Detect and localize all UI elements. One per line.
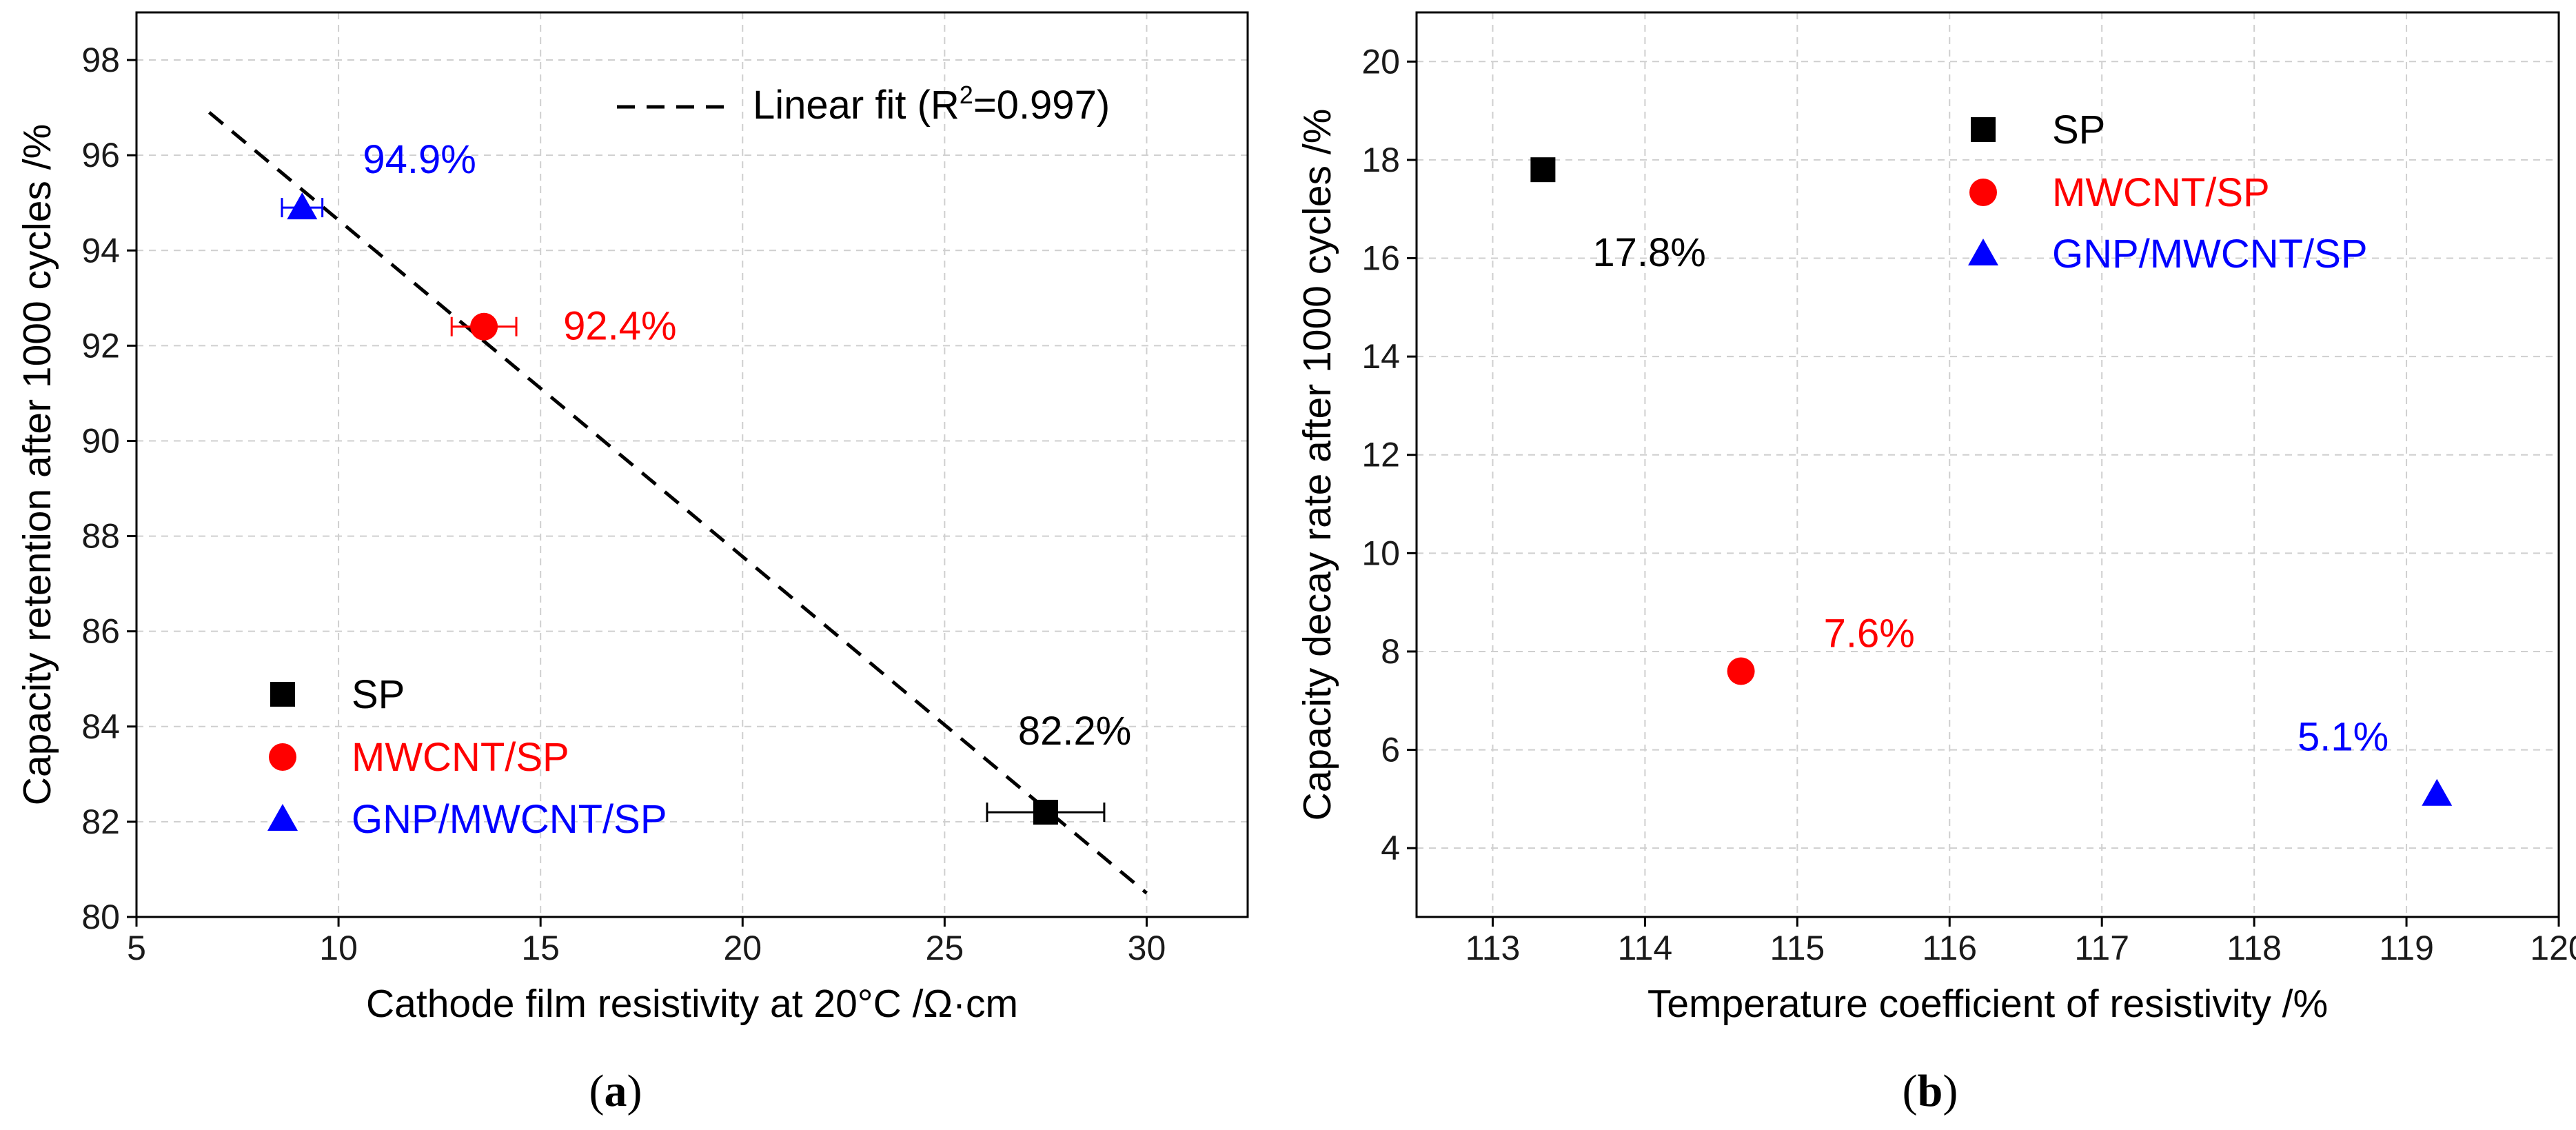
panel-a-xtick-label: 20 — [723, 929, 762, 967]
data-label: 17.8% — [1592, 230, 1705, 275]
legend-label: SP — [352, 672, 405, 717]
legend-marker — [270, 682, 295, 707]
legend-marker — [1971, 117, 1996, 142]
panel-b-ytick-label: 12 — [1361, 436, 1400, 474]
legend-label: GNP/MWCNT/SP — [2052, 232, 2368, 276]
panel-b-ytick-label: 6 — [1381, 731, 1400, 769]
data-label: 7.6% — [1824, 611, 1915, 656]
panel-a-xtick-label: 10 — [319, 929, 358, 967]
data-label: 94.9% — [363, 137, 476, 182]
legend-label: SP — [2052, 108, 2105, 152]
panel-a-ytick-label: 94 — [81, 231, 120, 270]
legend-marker — [267, 804, 298, 831]
panel-b-xtick-label: 119 — [2379, 929, 2434, 967]
panel-b-ytick-label: 16 — [1361, 239, 1400, 278]
panel-b-xtick-label: 118 — [2227, 929, 2282, 967]
panel-b-xtick-label: 114 — [1618, 929, 1673, 967]
panel-a-ytick-label: 88 — [81, 517, 120, 556]
panel-b-xtick-label: 116 — [1922, 929, 1977, 967]
panel-a-ytick-label: 92 — [81, 326, 120, 365]
panel-b-xtick-label: 117 — [2074, 929, 2129, 967]
panel-a-xlabel: Cathode film resistivity at 20°C /Ω·cm — [366, 982, 1018, 1026]
fit-legend-label: Linear fit (R2=0.997) — [753, 81, 1110, 128]
panel-a-ytick-label: 80 — [81, 898, 120, 936]
panel-b-ytick-label: 18 — [1361, 141, 1400, 179]
legend-marker — [269, 743, 296, 771]
panel-a-ytick-label: 90 — [81, 421, 120, 460]
panel-b-ytick-label: 14 — [1361, 337, 1400, 376]
panel-b-xtick-label: 120 — [2530, 929, 2576, 967]
panel-b: 113 114 115 116 117 118 119 120 4 6 8 10 12 14 16 18 20 T… — [1295, 11, 2576, 1026]
panel-a-ytick-label: 82 — [81, 803, 120, 841]
panel-a-xtick-label: 25 — [926, 929, 964, 967]
panel-a-ylabel: Capacity retention after 1000 cycles /% — [15, 124, 59, 806]
data-point — [1033, 800, 1058, 825]
panel-a-ytick-label: 84 — [81, 707, 120, 746]
data-label: 82.2% — [1018, 709, 1131, 754]
panel-b-ylabel: Capacity decay rate after 1000 cycles /% — [1295, 109, 1339, 821]
panel-b-ytick-label: 10 — [1361, 534, 1400, 572]
legend-label: MWCNT/SP — [352, 735, 569, 780]
legend-label: MWCNT/SP — [2052, 170, 2270, 215]
panel-a-xtick-label: 15 — [521, 929, 560, 967]
panel-a-caption: (a) — [589, 1066, 642, 1116]
panel-a-xtick-label: 30 — [1128, 929, 1166, 967]
data-point — [287, 192, 318, 220]
panel-b-ytick-label: 20 — [1361, 42, 1400, 81]
legend-marker — [1968, 239, 1998, 265]
data-label: 5.1% — [2298, 715, 2389, 760]
data-label: 92.4% — [563, 304, 676, 349]
legend-label: GNP/MWCNT/SP — [352, 797, 667, 842]
panel-b-ytick-label: 4 — [1381, 829, 1400, 867]
panel-a-ytick-label: 98 — [81, 41, 120, 79]
panel-b-xtick-label: 113 — [1466, 929, 1521, 967]
data-point — [2422, 778, 2453, 806]
panel-b-ytick-label: 8 — [1381, 632, 1400, 671]
panel-a-ytick-label: 86 — [81, 612, 120, 651]
data-point — [1530, 157, 1556, 183]
panel-b-frame — [1415, 11, 2560, 918]
data-point — [470, 312, 498, 341]
panel-a-frame — [135, 11, 1249, 918]
data-point — [1727, 657, 1755, 685]
panel-a-xtick-label: 5 — [127, 929, 146, 967]
panel-a-ytick-label: 96 — [81, 136, 120, 174]
panel-b-caption: (b) — [1903, 1066, 1958, 1116]
panel-a: 5 10 15 20 25 30 80 82 84 86 88 90 92 94 96 98 Cathode f… — [15, 11, 1249, 1026]
panel-b-xtick-label: 115 — [1769, 929, 1825, 967]
fit-line — [207, 111, 1148, 895]
panel-b-xlabel: Temperature coefficient of resistivity /… — [1647, 982, 2328, 1026]
legend-marker — [1969, 179, 1997, 206]
